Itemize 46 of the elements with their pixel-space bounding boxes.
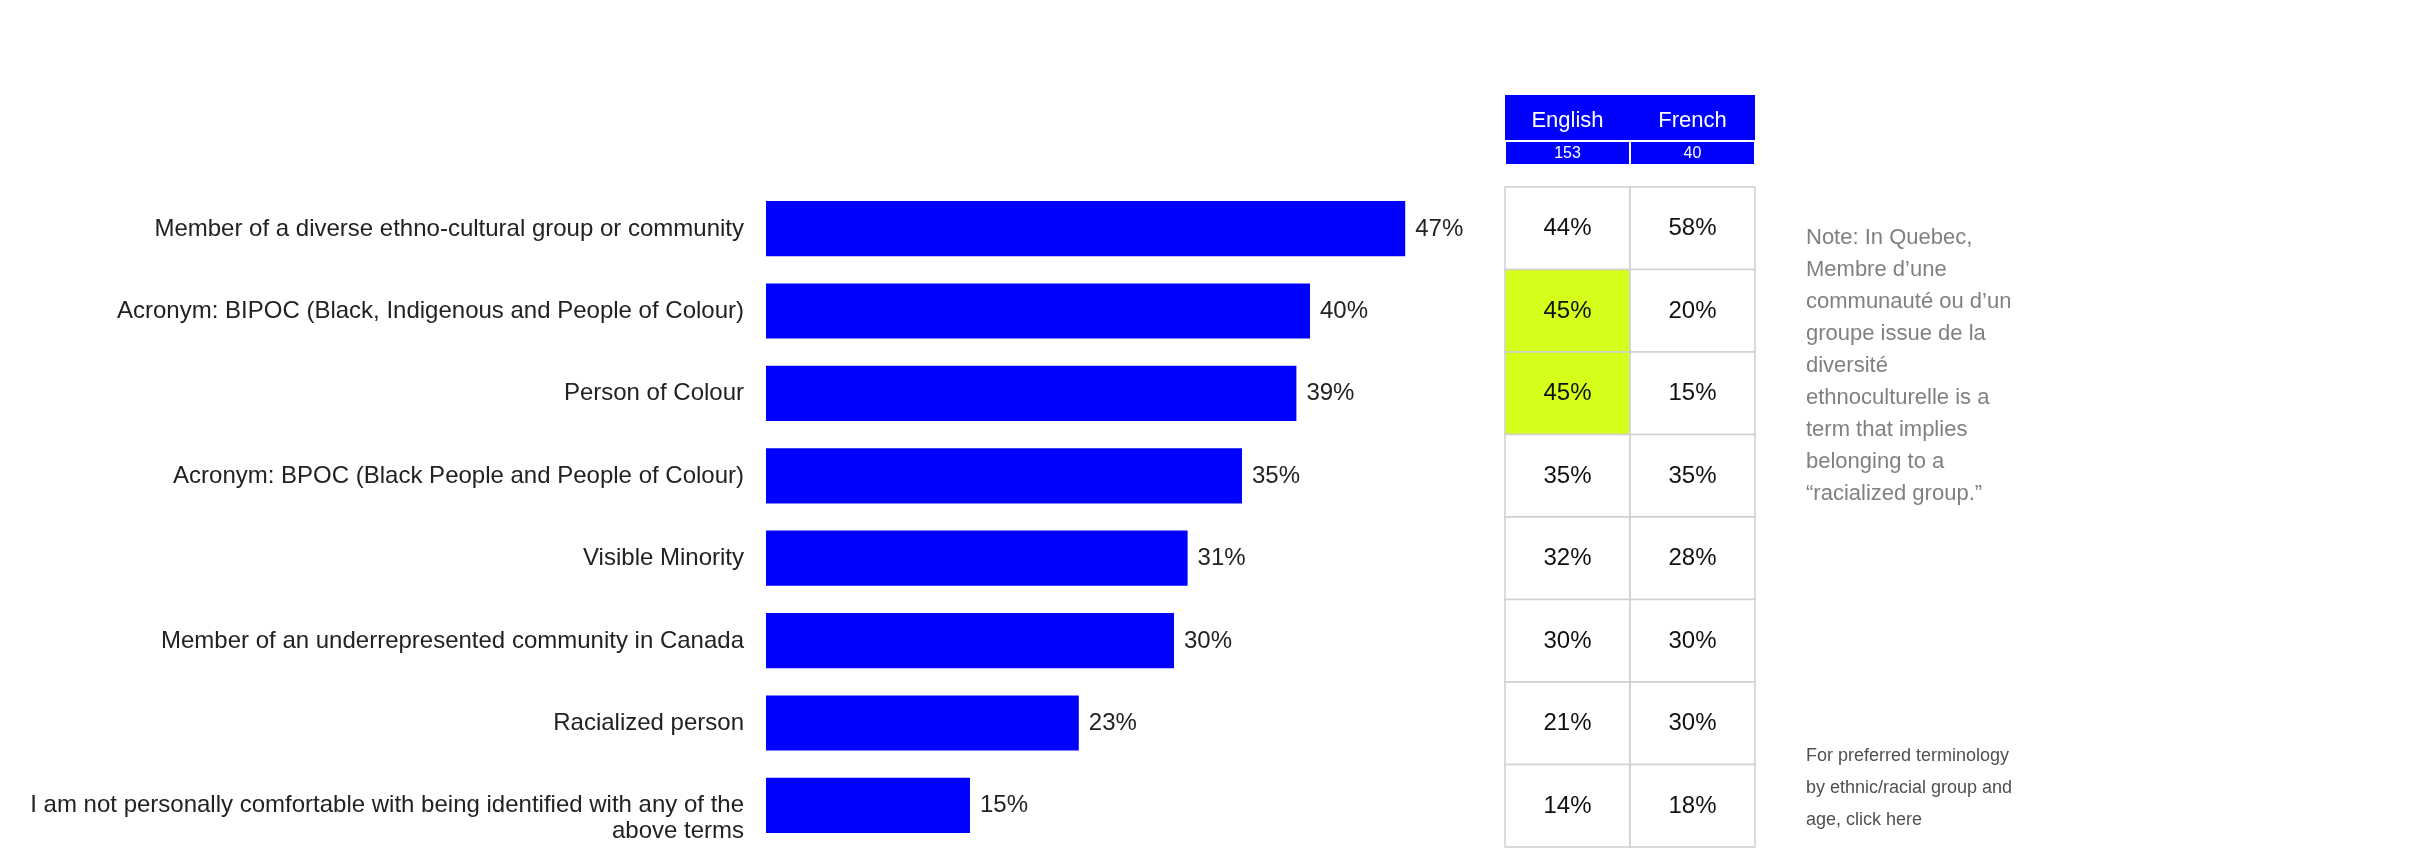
text: 153: [1554, 144, 1581, 161]
data-label: 30%: [1668, 625, 1717, 653]
y-tick-label: Acronym: BIPOC (Black, Indigenous and People of Colour): [117, 296, 744, 324]
y-tick-label: Acronym: BPOC (Black People and People of Colour): [173, 460, 744, 488]
data-label: 45%: [1543, 295, 1592, 323]
data-label: 30%: [1543, 625, 1592, 653]
y-tick-label: Racialized person: [553, 707, 744, 735]
data-label: 45%: [1543, 378, 1592, 406]
bar: [766, 365, 1297, 422]
data-label: 35%: [1668, 460, 1717, 488]
data-label: 31%: [1197, 543, 1246, 571]
data-label: 35%: [1252, 460, 1301, 488]
data-label: 39%: [1306, 378, 1355, 406]
y-tick-label: Visible Minority: [583, 543, 744, 571]
data-label: 58%: [1668, 213, 1717, 241]
data-label: 14%: [1543, 790, 1592, 818]
bar: [766, 777, 970, 833]
bar: [766, 283, 1310, 339]
data-label: 21%: [1543, 708, 1592, 736]
data-label: 23%: [1088, 707, 1137, 735]
data-label: 20%: [1668, 295, 1717, 323]
data-label: 28%: [1668, 543, 1717, 571]
bar: [766, 448, 1242, 504]
y-tick-label: Member of a diverse ethno-cultural group or community: [154, 213, 744, 241]
data-label: 32%: [1543, 543, 1592, 571]
bar: [766, 530, 1188, 586]
data-label: 47%: [1415, 213, 1464, 241]
data-label: 44%: [1543, 213, 1592, 241]
bar: [766, 695, 1079, 751]
x-tick-label: French: [1658, 107, 1727, 132]
y-tick-label: Person of Colour: [563, 378, 745, 406]
x-tick-label: English: [1531, 107, 1604, 132]
data-label: 15%: [980, 790, 1029, 818]
bar: [766, 201, 1406, 257]
bar: [766, 612, 1174, 669]
data-label: 15%: [1668, 378, 1717, 406]
data-label: 35%: [1543, 460, 1592, 488]
data-label: 40%: [1320, 296, 1369, 324]
y-tick-label: Member of an underrepresented community in Canada: [161, 625, 745, 653]
text: For preferred terminology by ethnic/racial group and age, click here: [1806, 745, 2013, 829]
text: 40: [1683, 144, 1702, 161]
data-label: 30%: [1668, 708, 1717, 736]
data-label: 18%: [1668, 790, 1717, 818]
text: Note: In Quebec, Membre d’une communauté ou d’un groupe issue de la diversité ethnoculturelle is a term that implies belonging to a “racialized group.”: [1806, 224, 2012, 505]
data-label: 30%: [1184, 625, 1233, 653]
y-tick-label: I am not personally comfortable with being identified with any of the above terms: [30, 790, 744, 844]
